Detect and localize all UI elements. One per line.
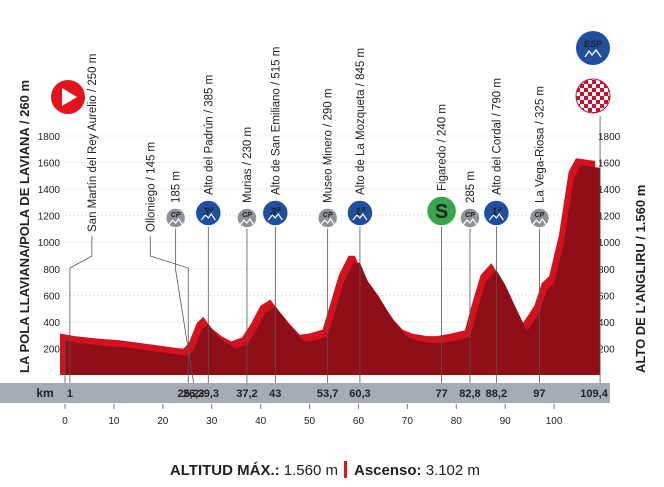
x-tick-label: 70 [402,416,414,427]
footer-max: ALTITUD MÁX.: 1.560 m [170,462,338,479]
x-tick-label: 40 [255,416,267,427]
waypoint-name: 185 m [171,171,183,203]
waypoint-name: La Vega-Riosa / 325 m [534,86,546,203]
y-tick-label-right: 800 [598,265,615,276]
y-tick-label-right: 400 [598,318,615,329]
y-tick-label-right: 1600 [598,159,621,170]
mountain-glyph [462,217,478,226]
waypoint-km: 77 [435,388,447,400]
footer-separator [344,461,347,478]
finish-km: 109,4 [580,388,608,400]
mountain-glyph [168,217,184,226]
waypoint-icon [425,195,458,227]
waypoint-km: 25,2 [178,388,199,400]
x-tick-label: 10 [108,416,120,427]
y-tick-label-left: 1200 [38,212,61,223]
start-label: LA POLA LLAVIANA/POLA DE LAVIANA / 260 m [17,80,32,373]
profile-area [65,165,601,375]
mountain-glyph [200,212,216,221]
mountain-glyph [584,48,602,58]
waypoint-km: 53,7 [317,388,338,400]
waypoint-icon-text: S [435,201,448,223]
waypoint-icon-text: CP [465,212,475,219]
waypoint-line [175,269,195,384]
y-tick-label-right: 1000 [598,238,621,249]
y-tick-label-left: 1800 [38,132,61,143]
footer-max-value: 1.560 m [284,462,338,479]
waypoint-km: 1 [67,388,73,400]
footer-max-label: ALTITUD MÁX.: [170,462,280,479]
waypoint-icon-text: CP [323,212,333,219]
waypoint-icon-text: 1ª [491,206,502,218]
waypoint-icon-text: 1ª [355,206,366,218]
waypoint-km: 37,2 [236,388,257,400]
y-tick-label-left: 800 [43,265,60,276]
y-tick-label-left: 1000 [38,238,61,249]
mountain-glyph [267,212,283,221]
waypoint-name: Olloniego / 145 m [145,142,157,232]
footer-ascent-value: 3.102 m [426,462,480,479]
waypoint-km: 97 [533,388,545,400]
waypoint-name: Museo Minero / 290 m [323,89,335,203]
x-tick-label: 90 [500,416,512,427]
mountain-glyph [531,217,547,226]
x-tick-label: 20 [157,416,169,427]
mountain-glyph [239,217,255,226]
waypoint-km: 26,3 [183,388,204,400]
waypoint-name: Alto de La Mozqueta / 845 m [355,48,367,195]
waypoint-km: 60,3 [349,388,370,400]
waypoint-icon-text: CP [535,212,545,219]
y-tick-label-right: 1200 [598,212,621,223]
waypoint-name: Murias / 230 m [242,127,254,203]
waypoint-name: Figaredo / 240 m [437,104,449,191]
start-arrow [62,88,77,106]
footer-ascent: Ascenso: 3.102 m [354,462,480,479]
waypoint-name: 285 m [465,171,477,203]
x-tick-label: 0 [62,416,68,427]
y-tick-label-left: 200 [43,344,60,355]
mountain-glyph [320,217,336,226]
y-tick-label-right: 200 [598,344,615,355]
y-tick-label-right: 1800 [598,132,621,143]
waypoint-name: San Martín del Rey Aurelio / 250 m [87,54,99,232]
y-tick-label-left: 600 [43,291,60,302]
waypoint-icon-text: CP [171,212,181,219]
x-tick-label: 50 [304,416,316,427]
mountain-glyph [488,212,504,221]
waypoint-icon-text: CP [242,212,252,219]
footer-ascent-label: Ascenso: [354,462,422,479]
y-tick-label-left: 1600 [38,159,61,170]
x-tick-label: 60 [353,416,365,427]
waypoint-icon-text: 3ª [270,206,281,218]
km-unit: km [36,386,53,400]
finish-label: ALTO DE L'ANGLIRU / 1.560 m [633,185,648,373]
y-tick-label-right: 1400 [598,185,621,196]
finish-flag [575,78,611,114]
mountain-glyph [352,212,368,221]
y-tick-label-left: 1400 [38,185,61,196]
waypoint-line [149,236,189,383]
waypoint-line [69,236,93,383]
finish-badge-text: ESP [584,39,603,49]
waypoint-name: Alto de San Emiliano / 515 m [270,47,282,195]
km-bar [0,383,610,403]
waypoint-km: 82,8 [459,388,480,400]
waypoint-km: 88,2 [486,388,507,400]
waypoint-name: Alto del Padrún / 385 m [203,75,215,195]
y-tick-label-left: 400 [43,318,60,329]
x-tick-label: 100 [546,416,563,427]
waypoint-km: 29,3 [198,388,219,400]
y-tick-label-right: 600 [598,291,615,302]
waypoint-name: Alto del Cordal / 790 m [491,78,503,195]
x-tick-label: 80 [451,416,463,427]
waypoint-km: 43 [269,388,281,400]
waypoint-icon-text: 3ª [203,206,214,218]
finish-badge [576,31,610,65]
x-tick-label: 30 [206,416,218,427]
